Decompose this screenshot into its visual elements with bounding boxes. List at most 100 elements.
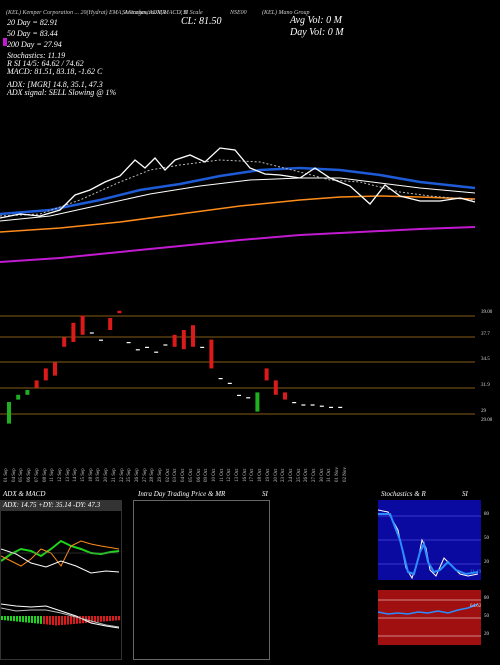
- macd-bar: [25, 616, 27, 623]
- rsi-tick-50: 50: [484, 614, 489, 619]
- macd-bar: [112, 616, 114, 621]
- candle: [99, 339, 103, 341]
- sma200-line: [0, 195, 476, 233]
- macd-bar: [118, 616, 120, 621]
- header-segment-4: NSE00: [230, 10, 247, 16]
- rsi-tick-20: 20: [484, 632, 489, 637]
- price-levels: [0, 315, 475, 415]
- sma20-line: [0, 159, 476, 217]
- date-label: 21 Sep: [111, 468, 117, 482]
- macd-bar: [70, 616, 72, 625]
- avg-volume-label: Avg Vol: 0 M: [290, 15, 342, 26]
- date-label: 01 Sep: [4, 468, 9, 482]
- header-segment-1: (KEL) Kemper Corporation ... 20(Hydrat) …: [6, 10, 188, 16]
- candle: [227, 382, 232, 384]
- header-segment-2: SI Stochastics/MR: [122, 10, 166, 16]
- date-label: 07 Sep: [34, 468, 40, 482]
- candle: [71, 322, 76, 342]
- date-label: 13 Oct: [235, 468, 240, 482]
- adx-readout-bar: [1, 501, 121, 511]
- date-label: 16 Oct: [242, 468, 248, 482]
- candle: [135, 349, 140, 351]
- macd-bar: [19, 616, 21, 622]
- macd-bar: [106, 616, 108, 622]
- candle: [163, 344, 168, 346]
- adx-readout: ADX: 14.75 +DY: 35.14 -DY: 47.3: [3, 501, 101, 509]
- legend-sma20: 20 Day = 82.91: [7, 18, 58, 27]
- stoch-tick-20: 20: [484, 560, 489, 565]
- price-tick-5: 29: [481, 409, 486, 414]
- date-label: 04 Sep: [11, 468, 17, 482]
- date-label: 10 Oct: [211, 468, 217, 482]
- date-label: 30 Oct: [319, 468, 325, 482]
- candle: [246, 397, 251, 399]
- macd-bar: [7, 616, 9, 621]
- candle: [126, 342, 131, 344]
- macd-bar: [10, 616, 12, 621]
- date-label: 13 Sep: [65, 468, 71, 482]
- candle-group: [7, 310, 343, 424]
- date-label: 05 Oct: [188, 468, 194, 482]
- candle: [191, 325, 195, 347]
- candle: [329, 406, 333, 408]
- macd-bar: [73, 616, 75, 624]
- price-tick-2: 37.7: [481, 332, 490, 337]
- price-tick-4: 31.9: [481, 383, 490, 388]
- date-label: 08 Sep: [42, 468, 48, 482]
- macd-bar: [115, 616, 117, 621]
- intraday-panel-title: Intra Day Trading Price & MR: [138, 490, 226, 498]
- date-label: 19 Oct: [265, 468, 271, 482]
- day-volume-label: Day Vol: 0 M: [290, 27, 344, 38]
- price-tick-3: 34.5: [481, 357, 490, 362]
- macd-bar: [79, 616, 81, 624]
- sma50-line: [0, 166, 476, 216]
- macd-bar: [49, 616, 51, 625]
- macd-bar: [97, 616, 99, 622]
- macd-bar: [22, 616, 24, 623]
- candle: [255, 392, 260, 412]
- date-label: 24 Oct: [288, 468, 294, 482]
- macd-bar: [1, 616, 3, 620]
- candle: [7, 402, 11, 424]
- candle: [16, 394, 21, 400]
- macd-bar: [109, 616, 111, 621]
- stoch-tick-50: 50: [484, 536, 489, 541]
- macd-bar: [13, 616, 15, 622]
- date-label: 31 Oct: [327, 468, 333, 482]
- legend-sma50: 50 Day = 83.44: [7, 29, 58, 38]
- candle: [80, 315, 85, 335]
- date-label: 17 Oct: [250, 468, 256, 482]
- intraday-si-label: SI: [262, 490, 268, 498]
- ema-long-line: [0, 226, 476, 263]
- candle: [338, 406, 343, 408]
- date-label: 20 Sep: [104, 468, 110, 482]
- adx-plus-line: [1, 539, 120, 562]
- date-label: 11 Oct: [219, 468, 225, 482]
- header-segment-3: / SI Scale: [180, 10, 203, 16]
- candle: [108, 318, 113, 330]
- macd-bar: [76, 616, 78, 624]
- date-label: 06 Sep: [27, 468, 33, 482]
- candle: [62, 337, 67, 347]
- macd-histogram: [1, 616, 120, 626]
- date-label: 25 Oct: [296, 468, 302, 482]
- macd-bar: [37, 616, 39, 624]
- candle: [292, 402, 297, 404]
- date-label: 09 Oct: [204, 468, 210, 482]
- candle: [200, 346, 205, 348]
- candle: [43, 368, 48, 381]
- date-label: 27 Oct: [312, 468, 317, 482]
- intraday-panel: [133, 500, 270, 660]
- rsi-background: [378, 590, 481, 645]
- price-line: [0, 147, 476, 219]
- candle: [264, 368, 269, 381]
- candle: [53, 362, 57, 376]
- stoch-tick-80: 80: [484, 512, 489, 517]
- stoch-value: 11.19: [470, 570, 482, 575]
- macd-bar: [94, 616, 96, 623]
- macd-bar: [40, 616, 42, 624]
- stoch-panel-title: Stochastics & R: [381, 490, 426, 498]
- date-label: 28 Sep: [150, 468, 156, 482]
- macd-bar: [61, 616, 63, 625]
- legend-sma200: 200 Day = 27.94: [7, 40, 62, 49]
